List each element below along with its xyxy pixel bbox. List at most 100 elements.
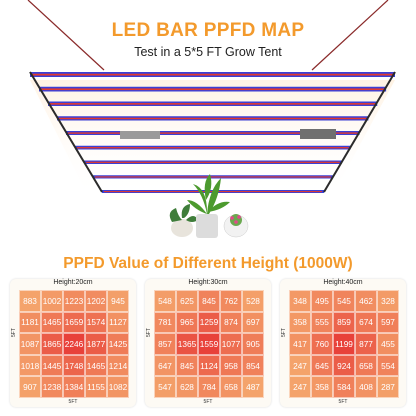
ppfd-map-20cm: Height:20cm 5FT 883 1002 1223 1202 945 1181 14… [10,279,136,407]
ppfd-cell: 1155 [85,376,107,398]
ppfd-cell: 247 [289,376,311,398]
ppfd-cell: 1238 [41,376,63,398]
led-bars [29,71,396,193]
ppfd-cell: 408 [355,376,377,398]
ppfd-cell: 487 [242,376,264,398]
ppfd-grid: 548 625 845 762 528 781 965 1259 874 697 857 1365 15… [154,290,264,398]
axis-x-label: 5FT [68,399,78,405]
ppfd-cell: 628 [176,376,198,398]
ppfd-cell: 1082 [107,376,129,398]
ppfd-cell: 625 [176,290,198,312]
driver-box-right [300,129,336,139]
ppfd-cell: 1259 [198,311,220,334]
ppfd-cell: 1181 [19,311,41,334]
ppfd-cell: 1425 [107,333,129,355]
ppfd-cell: 462 [355,290,377,312]
ppfd-cell: 1214 [107,354,129,377]
ppfd-cell: 924 [333,354,355,377]
height-label: Height:30cm [188,279,228,286]
ppfd-cell: 658 [220,376,242,398]
ppfd-cell: 883 [19,290,41,312]
ppfd-cell: 1365 [176,333,198,355]
ppfd-cell: 584 [333,376,355,398]
ppfd-cell: 358 [289,311,311,334]
axis-y-label: 5FT [11,328,17,337]
ppfd-cell: 495 [311,290,333,312]
ppfd-cell: 762 [220,290,242,312]
rail-right [323,71,396,193]
ppfd-cell: 2246 [63,333,85,355]
ppfd-cell: 905 [242,333,264,355]
ppfd-cell: 874 [220,311,242,334]
ppfd-cell: 597 [377,311,399,334]
ppfd-cell: 1077 [220,333,242,355]
ppfd-cell: 1659 [63,311,85,334]
ppfd-cell: 1465 [85,354,107,377]
height-label: Height:40cm [323,279,363,286]
ppfd-grid: 883 1002 1223 1202 945 1181 1465 1659 1574 1127 10… [19,290,129,398]
ppfd-cell: 1124 [198,354,220,377]
ppfd-cell: 854 [242,354,264,377]
plant-pot-left [169,204,198,237]
ppfd-cell: 547 [154,376,176,398]
ppfd-cell: 1202 [85,290,107,312]
ppfd-cell: 845 [176,354,198,377]
light-glow [30,80,395,200]
product-image-area: LED BAR PPFD MAP Test in a 5*5 FT Grow T… [27,0,396,238]
ppfd-cell: 417 [289,333,311,355]
led-strip [86,161,340,163]
led-strip [68,132,358,134]
plant-pot-center [187,174,230,238]
ppfd-cell: 247 [289,354,311,377]
ppfd-cell: 781 [154,311,176,334]
led-fixture-illustration [27,0,396,238]
ppfd-cell: 658 [355,354,377,377]
axis-y-label: 5FT [146,328,152,337]
led-strip [50,103,376,105]
ppfd-cell: 697 [242,311,264,334]
led-strip [77,147,349,149]
ppfd-cell: 760 [311,333,333,355]
axis-x-label: 5FT [338,399,348,405]
ppfd-cell: 287 [377,376,399,398]
ppfd-cell: 348 [289,290,311,312]
ppfd-map-40cm: Height:40cm 5FT 348 495 545 462 328 358 555 859… [280,279,406,407]
page-subtitle: Test in a 5*5 FT Grow Tent [134,45,282,59]
ppfd-cell: 1002 [41,290,63,312]
ppfd-cell: 1865 [41,333,63,355]
ppfd-cell: 1018 [19,354,41,377]
ppfd-cell: 945 [107,290,129,312]
ppfd-cell: 1574 [85,311,107,334]
rail-left [29,71,103,193]
section-title: PPFD Value of Different Height (1000W) [63,255,353,272]
ppfd-cell: 1559 [198,333,220,355]
ppfd-cell: 1199 [333,333,355,355]
ppfd-cell: 528 [242,290,264,312]
ppfd-cell: 784 [198,376,220,398]
axis-y-label: 5FT [281,328,287,337]
hanging-rope-left [27,0,105,71]
ppfd-cell: 907 [19,376,41,398]
led-strip [95,176,331,178]
ppfd-cell: 455 [377,333,399,355]
ppfd-cell: 1748 [63,354,85,377]
ppfd-cell: 877 [355,333,377,355]
ppfd-cell: 965 [176,311,198,334]
ppfd-cell: 859 [333,311,355,334]
ppfd-cell: 1877 [85,333,107,355]
hanging-rope-right [311,0,389,71]
ppfd-cell: 554 [377,354,399,377]
ppfd-cell: 1384 [63,376,85,398]
page-title: LED BAR PPFD MAP [111,20,305,41]
ppfd-cell: 1087 [19,333,41,355]
ppfd-cell: 358 [311,376,333,398]
ppfd-cell: 1127 [107,311,129,334]
ppfd-cell: 647 [154,354,176,377]
plant-pot-right [223,214,249,238]
axis-x-label: 5FT [203,399,213,405]
led-strip [59,117,367,120]
ppfd-grid: 348 495 545 462 328 358 555 859 674 597 417 760 1199… [289,290,399,398]
ppfd-cell: 328 [377,290,399,312]
ppfd-cell: 857 [154,333,176,355]
ppfd-cell: 958 [220,354,242,377]
